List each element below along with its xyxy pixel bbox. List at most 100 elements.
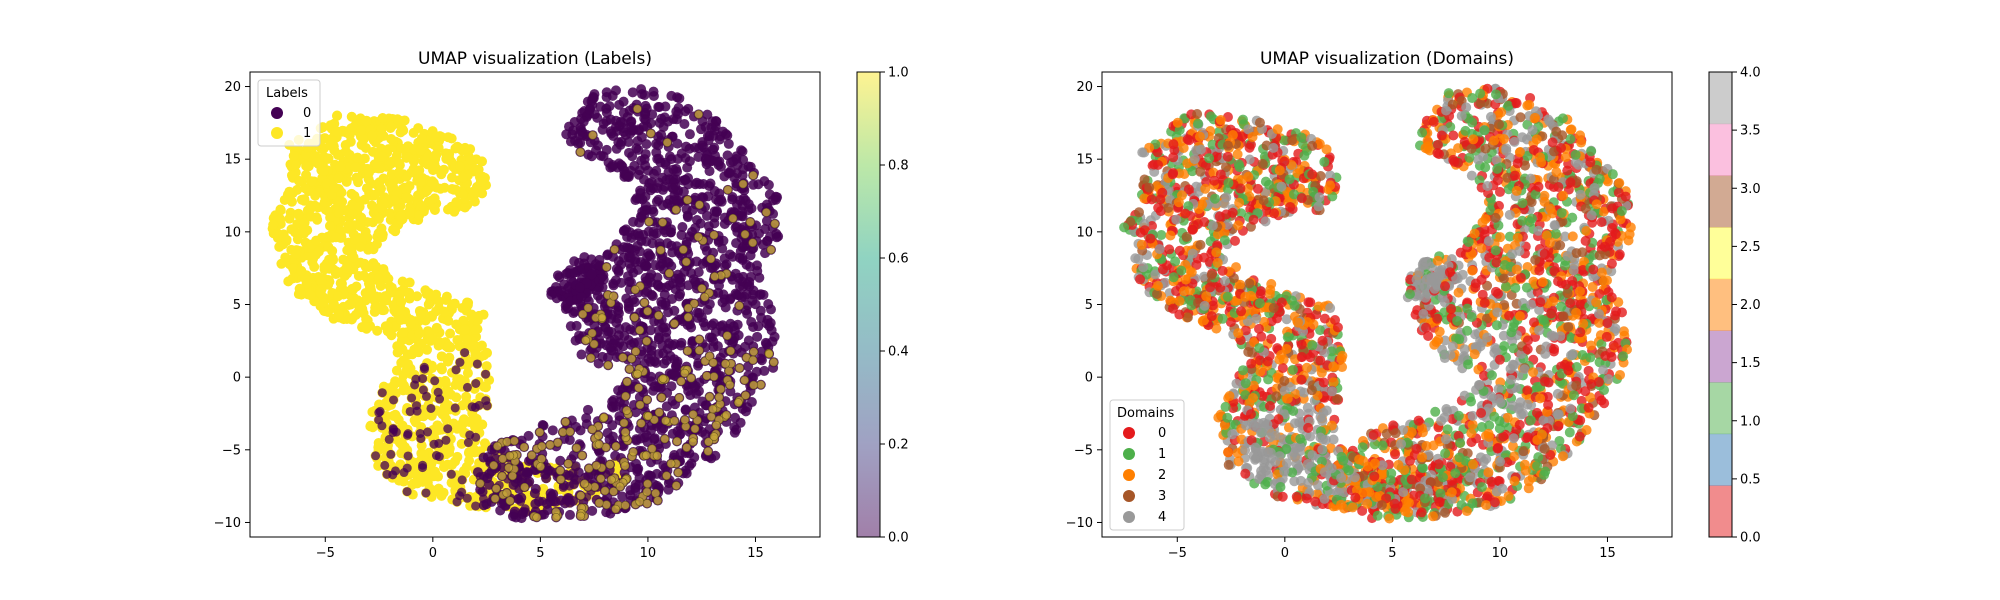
label-1-point	[415, 176, 426, 187]
label-1-point	[630, 285, 640, 294]
label-1-point	[459, 324, 470, 335]
label-1-point	[389, 195, 400, 206]
label-1-point	[527, 450, 537, 460]
label-1-point	[378, 305, 389, 316]
label-1-point	[635, 325, 645, 335]
label-1-point	[367, 130, 378, 141]
label-1-point	[538, 483, 549, 494]
label-1-point	[423, 299, 434, 310]
label-1-point	[441, 291, 452, 302]
label-1-point	[611, 504, 621, 514]
label-1-point	[651, 488, 660, 498]
label-1-point	[340, 146, 351, 157]
label-1-point	[633, 369, 642, 379]
label-1-point	[471, 413, 482, 424]
label-0-point	[418, 460, 428, 470]
label-1-point	[429, 203, 440, 214]
domain-4-point	[1312, 480, 1323, 491]
label-1-point	[705, 392, 714, 402]
domain-0-point	[1277, 362, 1288, 373]
label-0-point	[462, 493, 472, 503]
label-1-point	[268, 219, 279, 230]
label-1-point	[609, 291, 618, 301]
domain-2-point	[1282, 393, 1293, 404]
label-1-point	[709, 432, 719, 441]
label-1-point	[296, 265, 307, 276]
label-1-point	[392, 347, 403, 358]
label-1-point	[490, 494, 500, 503]
label-1-point	[644, 217, 654, 227]
domain-2-point	[1308, 319, 1319, 330]
label-1-point	[680, 368, 689, 378]
label-0-point	[478, 500, 489, 511]
label-0-point	[621, 293, 632, 304]
domain-2-point	[1224, 391, 1235, 402]
label-1-point	[341, 176, 352, 187]
label-1-point	[311, 157, 322, 168]
label-1-point	[394, 158, 405, 169]
label-0-point	[630, 479, 641, 490]
label-0-point	[649, 434, 660, 445]
label-1-point	[343, 220, 354, 231]
label-0-point	[434, 438, 444, 448]
domain-0-point	[1240, 468, 1251, 479]
label-1-point	[397, 420, 408, 431]
domain-3-point	[1163, 202, 1174, 213]
domain-4-point	[1281, 314, 1292, 325]
label-0-point	[576, 349, 587, 360]
domain-0-point	[1167, 303, 1178, 314]
label-1-point	[439, 306, 450, 317]
label-1-point	[305, 203, 316, 214]
label-1-point	[458, 172, 469, 183]
label-1-point	[327, 245, 338, 256]
label-1-point	[723, 185, 733, 195]
label-1-point	[658, 374, 668, 383]
label-0-point	[661, 256, 672, 267]
domain-1-point	[1222, 291, 1233, 302]
label-1-point	[312, 214, 323, 225]
label-1-point	[402, 358, 413, 369]
domain-0-point	[1171, 286, 1182, 297]
label-1-point	[610, 245, 619, 254]
label-1-point	[348, 122, 359, 133]
label-1-point	[396, 210, 407, 221]
label-1-point	[658, 218, 667, 227]
label-1-point	[621, 427, 630, 437]
label-1-point	[439, 462, 450, 473]
domain-2-point	[1199, 315, 1210, 326]
domain-1-point	[1307, 340, 1318, 351]
domain-2-point	[1328, 377, 1339, 388]
label-0-point	[683, 179, 694, 190]
label-1-point	[372, 325, 383, 336]
label-1-point	[683, 312, 693, 322]
label-0-point	[648, 90, 659, 101]
label-1-point	[292, 234, 303, 245]
label-0-point	[611, 401, 622, 412]
label-1-point	[702, 371, 712, 381]
domain-2-point	[1242, 183, 1253, 194]
label-0-point	[653, 332, 664, 343]
label-0-point	[647, 291, 658, 302]
colorbar-tick-label: 0.8	[888, 159, 909, 174]
label-1-point	[705, 351, 714, 361]
domain-4-point	[1150, 269, 1161, 280]
label-1-point	[373, 460, 384, 471]
domain-1-point	[1275, 482, 1286, 493]
label-1-point	[310, 190, 321, 201]
label-1-point	[708, 358, 718, 367]
label-1-point	[689, 299, 699, 308]
label-0-point	[746, 203, 757, 214]
label-1-point	[391, 365, 402, 376]
label-0-point	[625, 339, 636, 350]
label-1-point	[416, 200, 427, 211]
label-1-point	[728, 214, 738, 223]
label-1-point	[710, 272, 720, 281]
label-1-point	[565, 427, 575, 437]
domain-0-point	[1296, 374, 1307, 385]
label-0-point	[457, 475, 467, 485]
domain-2-point	[1211, 323, 1222, 334]
domain-0-point	[1318, 377, 1329, 388]
label-0-point	[684, 129, 695, 140]
label-0-point	[693, 267, 704, 278]
label-1-point	[288, 263, 299, 274]
